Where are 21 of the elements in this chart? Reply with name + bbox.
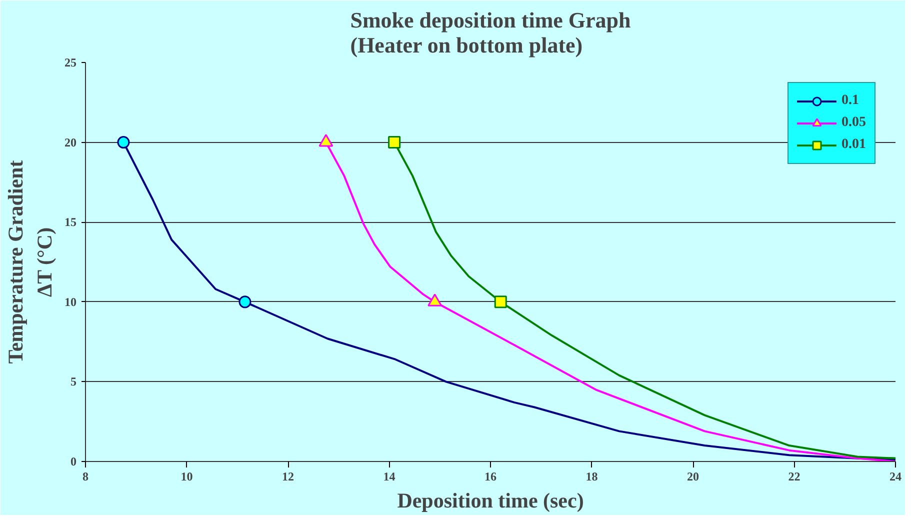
y-tick-label: 5: [70, 374, 76, 389]
y-tick-label: 0: [70, 454, 76, 468]
legend-label: 0.1: [842, 93, 860, 109]
legend-label: 0.05: [842, 115, 866, 131]
x-axis-title: Deposition time (sec): [397, 488, 584, 512]
y-tick-label: 10: [64, 294, 76, 309]
legend-label: 0.01: [842, 137, 866, 153]
chart-title: Smoke deposition time Graph (Heater on bottom plate): [350, 8, 631, 58]
x-tick-label: 24: [890, 470, 902, 484]
y-tick-label: 25: [64, 56, 76, 70]
x-tick-label: 8: [82, 470, 88, 484]
y-tick-label: 15: [64, 215, 76, 230]
y-tick-label: 20: [64, 135, 76, 150]
y-axis-title: Temperature Gradient ΔT (°C): [4, 160, 56, 364]
x-tick-label: 10: [180, 470, 193, 484]
x-tick-label: 16: [484, 470, 496, 484]
x-tick-label: 12: [282, 470, 294, 484]
x-tick-label: 18: [586, 470, 598, 484]
x-tick-label: 14: [383, 470, 396, 484]
x-tick-label: 20: [687, 470, 699, 484]
x-tick-label: 22: [788, 470, 800, 484]
